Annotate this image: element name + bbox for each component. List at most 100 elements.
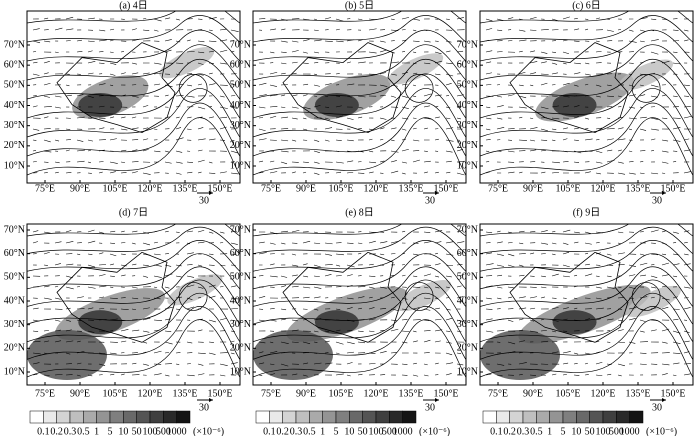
lat-label: 50°N xyxy=(457,272,478,283)
wind-vector xyxy=(390,29,399,31)
wind-vector xyxy=(650,264,655,266)
wind-vector xyxy=(324,106,330,108)
contour xyxy=(27,73,240,119)
wind-vector xyxy=(208,106,213,108)
colorbar-box xyxy=(322,410,337,424)
wind-vector xyxy=(540,340,549,343)
colorbar-label: 0.5 xyxy=(530,426,543,436)
wind-vector xyxy=(485,263,494,266)
wind-vector xyxy=(529,319,535,322)
wind-vector xyxy=(324,83,332,86)
wind-vector xyxy=(672,139,681,142)
wind-vector xyxy=(672,374,677,377)
wind-vector xyxy=(98,274,106,277)
wind-vector xyxy=(573,116,579,119)
wind-vector xyxy=(379,330,385,332)
map-content xyxy=(253,224,466,380)
wind-vector xyxy=(357,341,366,344)
wind-vector xyxy=(518,106,527,109)
map-panel: (d) 7日 10°N 20°N 30°N 40°N 50°N 60°N 70°N 75°E 90… xyxy=(4,207,241,413)
wind-vector xyxy=(672,318,679,321)
wind-vector xyxy=(109,242,115,244)
wind-vector xyxy=(324,17,332,20)
coastline xyxy=(282,42,402,134)
colorbar-label: 1000 xyxy=(620,426,640,436)
wind-vector xyxy=(507,241,513,244)
wind-vector xyxy=(230,29,239,32)
wind-vector xyxy=(617,363,626,367)
wind-vector xyxy=(65,307,71,310)
lat-label: 10°N xyxy=(4,366,25,377)
wind-vector xyxy=(368,352,376,354)
wind-vector xyxy=(650,229,659,233)
wind-vector xyxy=(65,84,70,87)
wind-vector xyxy=(639,352,647,354)
wind-vector xyxy=(302,128,308,131)
wind-vector xyxy=(628,29,634,32)
wind-vector xyxy=(485,171,490,174)
wind-vector xyxy=(518,374,523,376)
wind-vector xyxy=(324,340,330,343)
wind-vector xyxy=(230,362,238,365)
wind-vector xyxy=(230,139,235,141)
wind-vector xyxy=(456,40,463,43)
wind-vector xyxy=(164,286,170,289)
wind-vector xyxy=(672,330,681,334)
wind-vector xyxy=(595,172,601,175)
wind-vector xyxy=(390,127,397,130)
contour xyxy=(480,253,693,290)
wind-vector xyxy=(434,241,442,244)
wind-vector xyxy=(54,95,62,98)
wind-vector xyxy=(423,352,430,354)
wind-vector xyxy=(617,319,625,322)
wind-vector xyxy=(540,275,546,278)
wind-vector xyxy=(313,150,320,153)
colorbar-box xyxy=(389,410,403,424)
map-panel: (b) 5日 10°N 20°N 30°N 40°N 50°N 60°N 70°N 75°E 90… xyxy=(230,0,467,206)
lat-label: 10°N xyxy=(4,160,25,171)
lon-label: 75°E xyxy=(35,388,55,399)
wind-vector xyxy=(153,275,162,278)
wind-vector xyxy=(109,373,115,376)
wind-vector xyxy=(401,363,408,365)
wind-vector xyxy=(379,94,386,97)
wind-vector xyxy=(87,229,95,233)
wind-vector xyxy=(335,105,342,108)
wind-vector xyxy=(412,330,417,333)
wind-vector xyxy=(54,340,62,343)
contour xyxy=(27,11,240,24)
lon-label: 150°E xyxy=(433,183,458,194)
contour xyxy=(27,227,240,255)
wind-vector xyxy=(672,95,678,98)
wind-vector xyxy=(186,341,193,344)
wind-vector xyxy=(208,17,217,20)
shading xyxy=(78,310,123,335)
wind-vector xyxy=(412,62,417,65)
wind-vector xyxy=(208,295,216,299)
wind-vector xyxy=(335,115,344,119)
wind-vector xyxy=(230,242,238,245)
wind-vector xyxy=(335,253,344,256)
wind-vector xyxy=(540,29,549,31)
wind-vector xyxy=(434,73,441,76)
wind-vector xyxy=(628,264,637,268)
wind-vector xyxy=(142,29,150,31)
wind-vector xyxy=(485,117,492,120)
wind-vector xyxy=(518,50,523,53)
wind-vector xyxy=(456,296,464,299)
lon-label: 120°E xyxy=(137,183,162,194)
wind-vector xyxy=(661,262,670,266)
wind-vector xyxy=(208,253,214,255)
wind-vector xyxy=(357,253,362,255)
wind-vector xyxy=(456,172,465,176)
wind-vector xyxy=(551,171,560,174)
wind-vector xyxy=(617,172,626,175)
wind-vector xyxy=(76,149,85,152)
wind-vector xyxy=(606,363,612,366)
lon-label: 135°E xyxy=(398,183,423,194)
wind-vector xyxy=(672,308,680,310)
colorbar-label: 50 xyxy=(132,426,142,436)
wind-vector xyxy=(175,161,183,164)
wind-vector xyxy=(335,40,344,43)
wind-vector xyxy=(43,116,49,119)
